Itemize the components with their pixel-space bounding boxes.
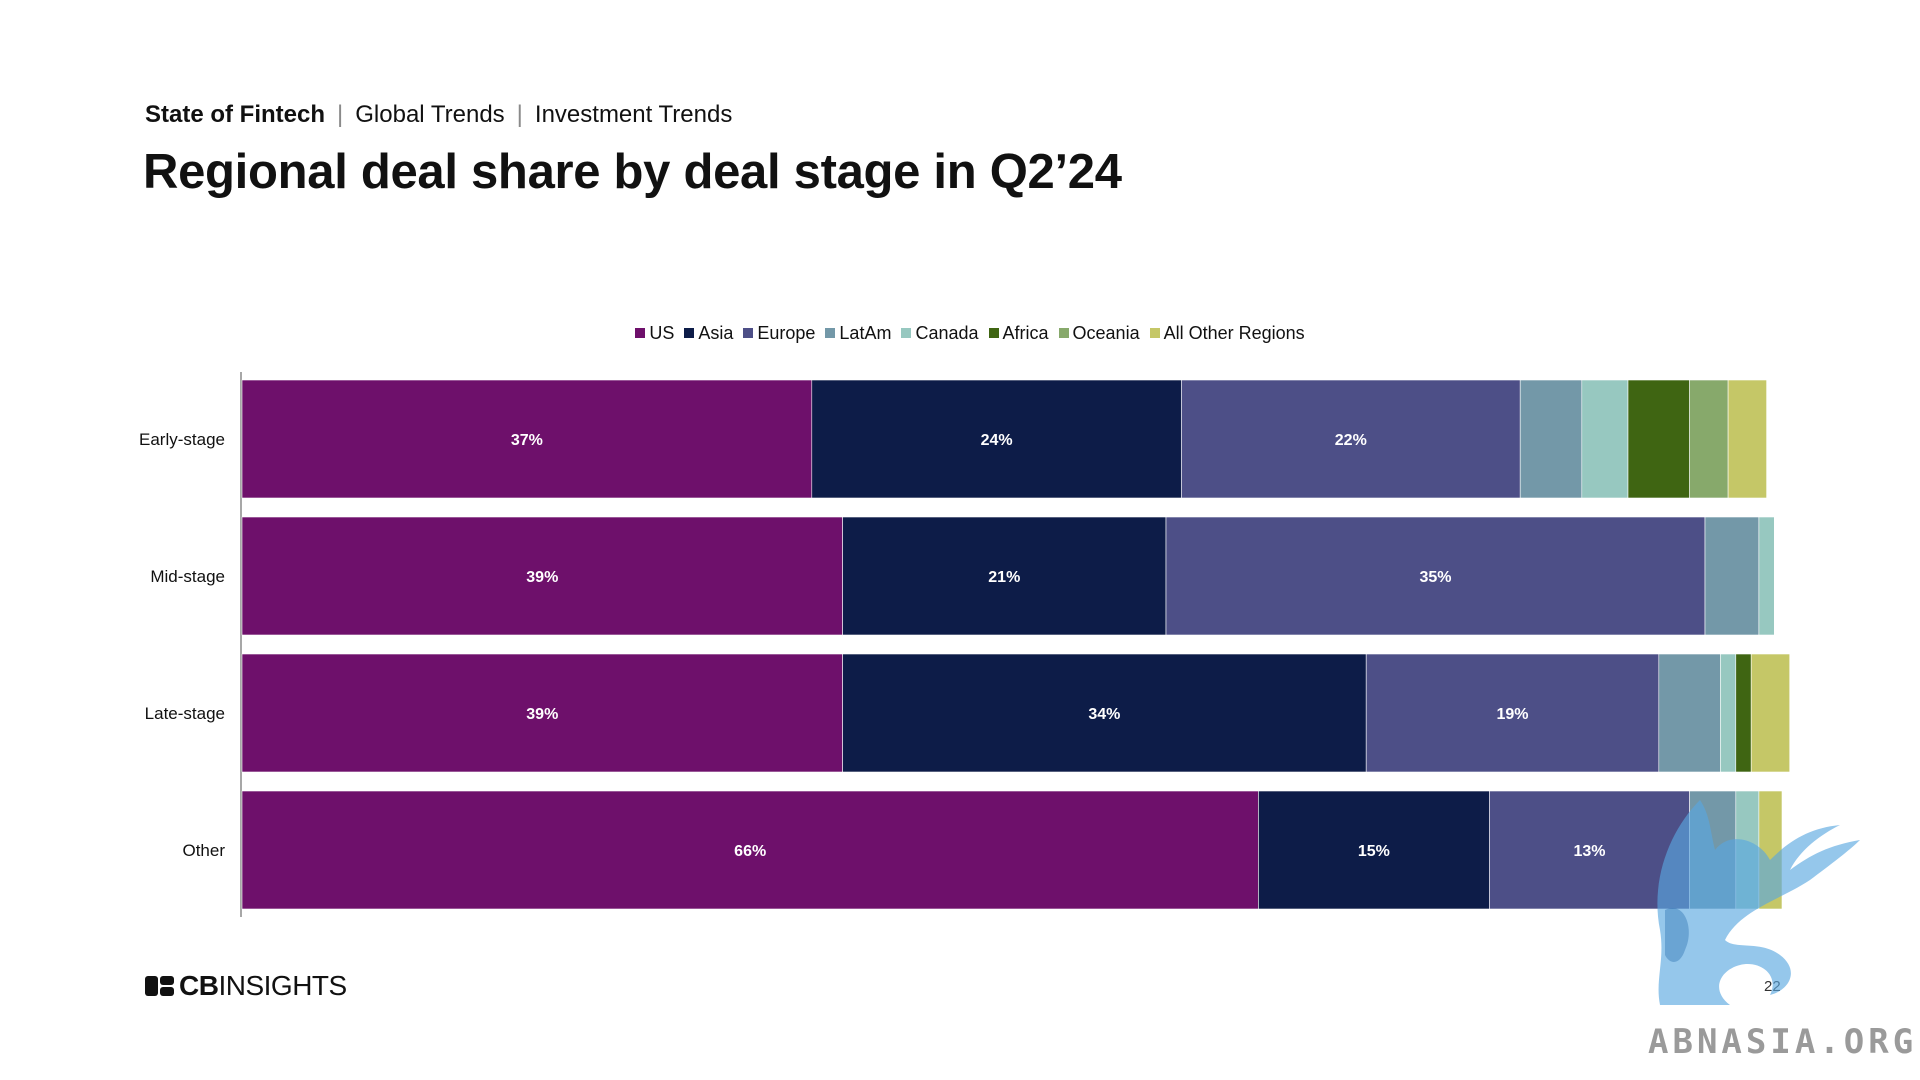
bar-segment <box>1489 790 1690 910</box>
legend-swatch <box>635 328 646 338</box>
cb-insights-logo-icon <box>145 976 174 996</box>
legend-item: Africa <box>988 322 1049 344</box>
bar-segment <box>1704 516 1760 636</box>
legend-label: All Other Regions <box>1163 323 1305 343</box>
data-label: 24% <box>981 432 1013 449</box>
data-label: 34% <box>1088 706 1120 723</box>
bar-segment <box>1658 653 1721 773</box>
category-tick-label: Early-stage <box>139 430 225 449</box>
data-label: 39% <box>526 569 558 586</box>
data-label: 19% <box>1496 706 1528 723</box>
legend-label: Europe <box>757 323 816 343</box>
watermark-text: ABNASIA.ORG <box>1648 1022 1918 1062</box>
breadcrumb-separator: | <box>516 101 523 128</box>
bar-segment <box>1258 790 1490 910</box>
bar-segment <box>1365 653 1660 773</box>
legend-swatch <box>743 328 754 338</box>
legend-swatch <box>684 328 695 338</box>
data-label: 15% <box>1358 843 1390 860</box>
bar-segment <box>1735 653 1752 773</box>
legend-item: Oceania <box>1058 322 1140 344</box>
data-label: 13% <box>1573 843 1605 860</box>
bar-segment <box>1627 379 1690 499</box>
legend-label: LatAm <box>839 323 892 343</box>
breadcrumb-global-trends: Global Trends <box>355 101 505 128</box>
legend-swatch <box>1149 328 1160 338</box>
breadcrumb: State of Fintech | Global Trends | Investmen… <box>145 100 732 130</box>
legend-swatch <box>988 328 999 338</box>
legend-label: Asia <box>698 323 734 343</box>
data-label: 39% <box>526 706 558 723</box>
legend-label: Oceania <box>1072 323 1140 343</box>
cb-insights-logo: CB INSIGHTS <box>145 971 347 1001</box>
data-label: 66% <box>734 843 766 860</box>
legend-label: Africa <box>1002 323 1049 343</box>
logo-text-cb: CB <box>179 970 219 1001</box>
bar-segment <box>1581 379 1629 499</box>
legend-item: Asia <box>684 322 733 344</box>
griffin-watermark-icon <box>1657 800 1860 1005</box>
data-label: 22% <box>1335 432 1367 449</box>
data-label: 21% <box>988 569 1020 586</box>
category-tick-label: Mid-stage <box>150 567 225 586</box>
legend-item: Canada <box>901 322 979 344</box>
legend-item: US <box>635 322 674 344</box>
breadcrumb-investment-trends: Investment Trends <box>534 101 733 128</box>
breadcrumb-separator: | <box>337 101 344 128</box>
bar-segment <box>241 379 813 499</box>
page-title: Regional deal share by deal stage in Q2’… <box>143 145 1122 199</box>
bar-segment <box>842 653 1367 773</box>
breadcrumb-state-of-fintech: State of Fintech <box>145 101 326 128</box>
legend-label: US <box>649 323 675 343</box>
data-label: 37% <box>511 432 543 449</box>
bar-segment <box>1720 653 1737 773</box>
logo-text-insights: INSIGHTS <box>218 970 347 1001</box>
legend-swatch <box>825 328 836 338</box>
legend-swatch <box>1058 328 1069 338</box>
bar-segment <box>811 379 1182 499</box>
bar-segment <box>1519 379 1583 499</box>
bar-segment <box>1727 379 1767 499</box>
bar-segment <box>1181 379 1521 499</box>
legend-item: All Other Regions <box>1149 322 1305 344</box>
bar-segment <box>1758 516 1775 636</box>
chart-legend: US Asia Europe LatAm Canada Africa Oceania All … <box>0 322 1920 344</box>
category-tick-label: Other <box>182 841 225 860</box>
bar-segment <box>1750 653 1790 773</box>
bar-segment <box>241 653 843 773</box>
legend-label: Canada <box>915 323 979 343</box>
bar-segment <box>1165 516 1706 636</box>
bar-segment <box>241 790 1259 910</box>
category-tick-label: Late-stage <box>145 704 225 723</box>
legend-swatch <box>901 328 912 338</box>
bar-segment <box>241 516 843 636</box>
legend-item: Europe <box>743 322 815 344</box>
legend-item: LatAm <box>825 322 891 344</box>
bar-segment <box>1689 379 1729 499</box>
data-label: 35% <box>1419 569 1451 586</box>
